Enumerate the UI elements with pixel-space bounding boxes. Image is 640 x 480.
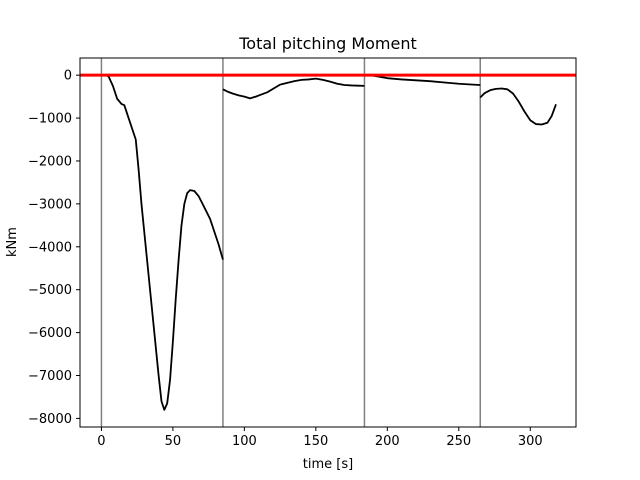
x-tick-label: 200 — [375, 434, 400, 449]
y-tick-label: −6000 — [28, 326, 72, 341]
series-line-segment — [105, 74, 224, 411]
x-axis-label: time [s] — [303, 457, 353, 472]
y-axis-ticks: 0 −1000 −2000 −3000 −4000 −5000 −6000 −7000 −800… — [28, 69, 80, 427]
y-tick-label: −1000 — [28, 112, 72, 127]
y-tick-label: −2000 — [28, 154, 72, 169]
chart-title: Total pitching Moment — [238, 34, 417, 53]
x-tick-label: 100 — [232, 434, 257, 449]
x-tick-label: 0 — [97, 434, 105, 449]
x-tick-label: 50 — [165, 434, 182, 449]
plot-frame — [79, 57, 577, 428]
y-tick-label: 0 — [64, 69, 72, 84]
y-tick-label: −3000 — [28, 197, 72, 212]
y-tick-label: −8000 — [28, 412, 72, 427]
series-line-segment — [479, 87, 557, 126]
x-axis-ticks: 0 50 100 150 200 250 300 — [97, 427, 543, 449]
y-tick-label: −4000 — [28, 240, 72, 255]
y-tick-label: −7000 — [28, 369, 72, 384]
y-tick-label: −5000 — [28, 283, 72, 298]
phase-boundary-lines — [100, 58, 481, 427]
x-tick-label: 300 — [518, 434, 543, 449]
y-axis-label: kNm — [5, 227, 20, 257]
plot-background — [80, 58, 576, 427]
series-line-segment — [222, 77, 365, 100]
x-tick-label: 250 — [446, 434, 471, 449]
x-tick-label: 150 — [303, 434, 328, 449]
